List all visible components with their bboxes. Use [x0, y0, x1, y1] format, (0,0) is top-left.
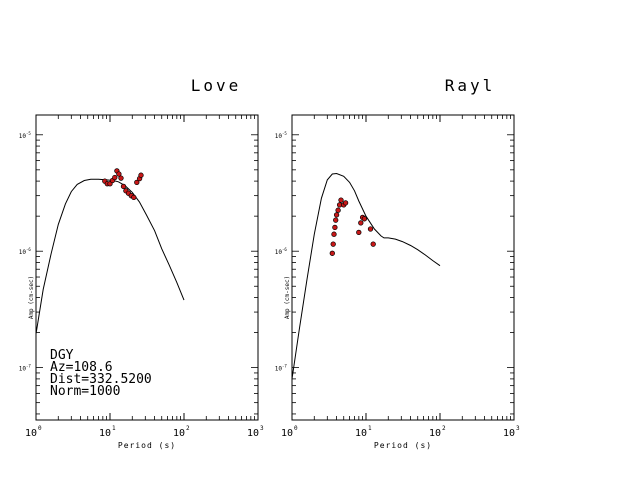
data-point [120, 183, 127, 190]
station-code: DGY [50, 348, 74, 363]
y-tick-label: 10 -6 [275, 247, 288, 256]
observed-points [329, 197, 376, 256]
x-tick-label-exponent: 1 [368, 425, 372, 432]
x-tick-label-mantissa: 10 [99, 428, 111, 439]
x-tick-label-exponent: 0 [294, 425, 298, 432]
y-tick-label: 10 -6 [19, 247, 32, 256]
y-tick-label-mantissa: 10 [275, 366, 283, 373]
y-tick-label-exponent: -6 [26, 247, 31, 252]
y-tick-label-mantissa: 10 [19, 133, 27, 140]
data-point [358, 220, 364, 226]
data-point [338, 197, 344, 203]
data-point [370, 241, 376, 247]
x-tick-label: 10 0 [25, 425, 42, 439]
x-tick-label: 10 1 [355, 425, 372, 439]
y-tick-label-exponent: -6 [282, 247, 287, 252]
data-point [330, 241, 336, 247]
data-point [112, 174, 118, 181]
y-tick-label-exponent: -5 [26, 131, 31, 136]
x-tick-label-exponent: 0 [38, 425, 42, 432]
y-tick-label-mantissa: 10 [19, 366, 27, 373]
x-tick-label-exponent: 2 [442, 425, 446, 432]
y-tick-label-exponent: -5 [282, 131, 287, 136]
data-point [331, 231, 337, 237]
x-tick-label-exponent: 3 [260, 425, 264, 432]
x-tick-label-mantissa: 10 [503, 428, 515, 439]
x-tick-label-mantissa: 10 [247, 428, 259, 439]
model-amplitude-curve [291, 172, 441, 379]
x-tick-label: 10 3 [247, 425, 264, 439]
data-point [332, 224, 338, 231]
x-tick-label: 10 0 [281, 425, 298, 439]
x-tick-label-mantissa: 10 [355, 428, 367, 439]
azimuth: Az=108.6 [50, 360, 113, 375]
data-point [367, 226, 374, 232]
x-tick-label-mantissa: 10 [429, 428, 441, 439]
data-point [131, 194, 137, 201]
data-point [333, 217, 339, 223]
normalization: Norm=1000 [50, 384, 120, 399]
x-tick-label-mantissa: 10 [281, 428, 293, 439]
data-point [116, 171, 122, 177]
y-tick-label: 10 -5 [19, 131, 32, 140]
y-tick-label-exponent: -7 [26, 364, 31, 369]
x-tick-label-mantissa: 10 [173, 428, 185, 439]
data-point [335, 207, 341, 213]
data-point [134, 179, 140, 186]
data-point [361, 216, 368, 222]
y-tick-label: 10 -7 [275, 364, 288, 373]
plot-frame [35, 114, 259, 421]
data-point [118, 175, 124, 181]
y-tick-label-exponent: -7 [282, 364, 287, 369]
data-point [333, 212, 340, 218]
x-tick-label: 10 3 [503, 425, 520, 439]
data-point [342, 200, 349, 206]
distance: Dist=332.5200 [50, 372, 152, 387]
y-tick-label-mantissa: 10 [275, 249, 283, 256]
x-tick-label-exponent: 2 [186, 425, 190, 432]
y-tick-label: 10 -5 [275, 131, 288, 140]
x-axis-label: Period (s) [374, 441, 432, 450]
y-tick-label-mantissa: 10 [275, 133, 283, 140]
x-tick-label: 10 2 [429, 425, 446, 439]
x-tick-label: 10 2 [173, 425, 190, 439]
x-tick-label-mantissa: 10 [25, 428, 37, 439]
data-point [356, 229, 362, 236]
data-point [138, 172, 144, 178]
x-tick-label-exponent: 1 [112, 425, 116, 432]
data-point [329, 250, 335, 256]
plot-frame [291, 114, 515, 421]
y-tick-label-mantissa: 10 [19, 249, 27, 256]
model-amplitude-curve [35, 178, 185, 334]
chart-title: Love [191, 76, 242, 95]
y-axis-label: Amp (cm-sec) [28, 276, 35, 319]
x-tick-label: 10 1 [99, 425, 116, 439]
y-tick-label: 10 -7 [19, 364, 32, 373]
chart-title: Rayl [445, 76, 496, 95]
observed-points [102, 168, 144, 201]
x-tick-label-exponent: 3 [516, 425, 520, 432]
y-axis-label: Amp (cm-sec) [284, 276, 291, 319]
x-axis-label: Period (s) [118, 441, 176, 450]
